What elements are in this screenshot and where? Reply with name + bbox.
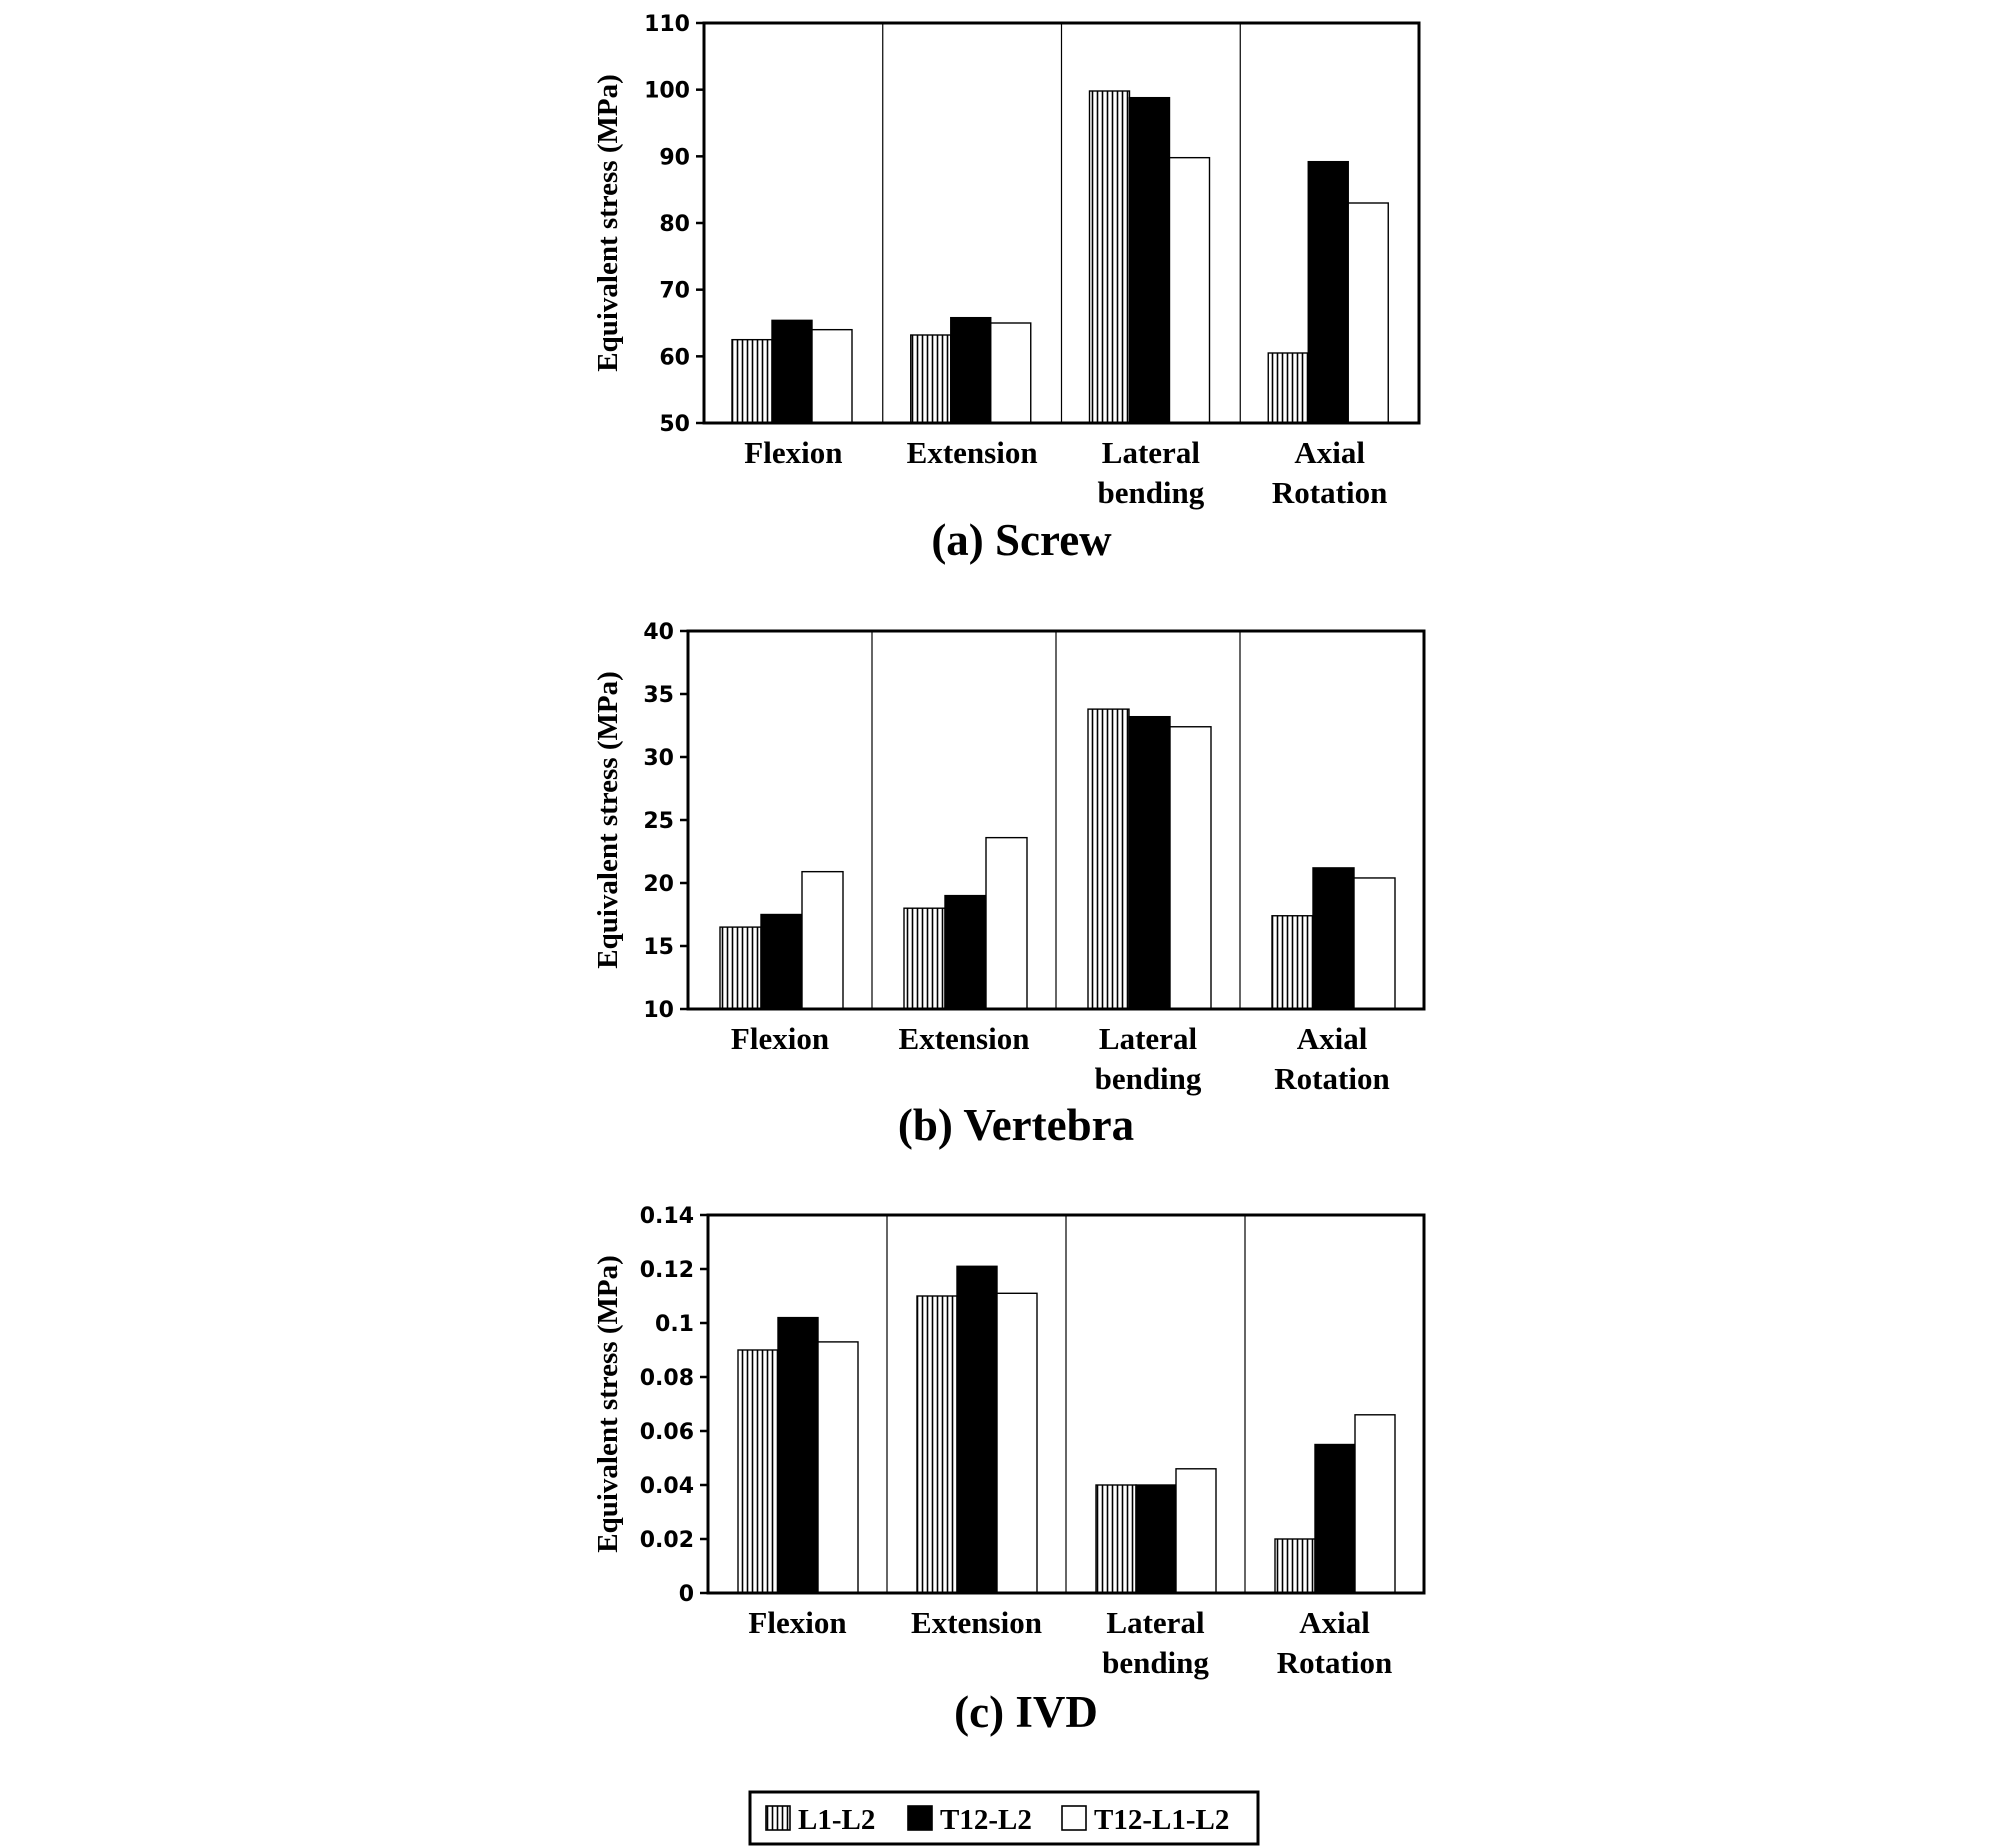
category-label: bending (1102, 1645, 1209, 1680)
y-tick-label: 100 (644, 79, 690, 104)
legend-swatch-l1-l2 (765, 1805, 791, 1831)
bar-t12-l2-axial-rotation (1307, 160, 1349, 424)
bar-t12-l1-l2-axial-rotation (1347, 202, 1389, 424)
category-label: Lateral (1106, 1605, 1205, 1640)
y-tick-label: 0.06 (640, 1420, 694, 1445)
bar-l1-l2-lateral-bending (1095, 1484, 1137, 1594)
bar-l1-l2-axial-rotation (1267, 352, 1309, 424)
y-tick-label: 10 (643, 998, 674, 1023)
bar-t12-l1-l2-lateral-bending (1168, 156, 1211, 424)
category-label: Flexion (748, 1605, 846, 1640)
category-label: Axial (1294, 435, 1365, 470)
bar-t12-l1-l2-extension (990, 322, 1032, 424)
y-tick-label: 0.04 (640, 1474, 694, 1499)
y-tick-label: 110 (644, 12, 690, 37)
bar-t12-l1-l2-axial-rotation (1354, 1414, 1396, 1594)
category-label: bending (1097, 475, 1204, 510)
chart-panel-1: 50 60 70 80 90 100 110 Equivalent stress (MPa) F… (592, 12, 1421, 565)
legend: L1-L2 T12-L2 T12-L1-L2 (748, 1790, 1260, 1846)
y-tick-label: 35 (643, 683, 674, 708)
category-label: Extension (907, 435, 1038, 470)
panel-caption: (b) Vertebra (898, 1100, 1134, 1150)
bar-t12-l2-extension (944, 894, 987, 1010)
bar-l1-l2-lateral-bending (1087, 708, 1130, 1010)
legend-swatch-t12-l1-l2 (1061, 1805, 1087, 1831)
bar-t12-l1-l2-flexion (811, 328, 853, 424)
category-label: Rotation (1274, 1061, 1389, 1096)
panel-caption: (c) IVD (954, 1687, 1098, 1737)
bar-t12-l2-flexion (777, 1316, 819, 1594)
category-label: Flexion (744, 435, 842, 470)
bar-l1-l2-extension (903, 907, 946, 1010)
bar-l1-l2-extension (916, 1295, 958, 1594)
y-axis-label: Equivalent stress (MPa) (592, 671, 624, 969)
category-label: Rotation (1272, 475, 1387, 510)
bar-t12-l2-lateral-bending (1128, 96, 1171, 424)
panel-caption: (a) Screw (931, 515, 1112, 565)
bar-t12-l1-l2-lateral-bending (1175, 1468, 1217, 1594)
category-label: Extension (899, 1021, 1030, 1056)
bar-t12-l1-l2-extension (985, 836, 1028, 1010)
chart-panel-3: 0 0.02 0.04 0.06 0.08 0.1 0.12 0.14 Equivalent s… (592, 1204, 1426, 1737)
chart-panel-2: 10 15 20 25 30 35 40 Equivalent stress (MPa) Fle… (592, 620, 1426, 1150)
bar-l1-l2-flexion (731, 338, 773, 424)
bar-l1-l2-axial-rotation (1271, 915, 1314, 1010)
y-tick-label: 30 (643, 746, 674, 771)
bar-l1-l2-flexion (719, 926, 762, 1010)
bar-t12-l2-axial-rotation (1312, 867, 1355, 1010)
bar-l1-l2-lateral-bending (1088, 90, 1131, 424)
bar-l1-l2-flexion (737, 1349, 779, 1594)
legend-label-t12-l2: T12-L2 (940, 1804, 1032, 1836)
category-label: Lateral (1102, 435, 1201, 470)
y-tick-label: 40 (643, 620, 674, 645)
bar-t12-l2-flexion (771, 319, 813, 424)
bar-l1-l2-axial-rotation (1274, 1538, 1316, 1594)
category-label: Axial (1299, 1605, 1370, 1640)
bar-l1-l2-extension (910, 334, 952, 424)
bar-t12-l2-extension (950, 316, 992, 424)
y-tick-label: 60 (659, 345, 690, 370)
legend-box (748, 1790, 1260, 1846)
y-tick-label: 80 (659, 212, 690, 237)
y-tick-label: 0.12 (640, 1258, 694, 1283)
bar-t12-l2-lateral-bending (1128, 715, 1171, 1010)
y-tick-label: 20 (643, 872, 674, 897)
category-label: Rotation (1277, 1645, 1392, 1680)
y-tick-label: 0.1 (655, 1312, 694, 1337)
legend-label-l1-l2: L1-L2 (798, 1804, 875, 1836)
y-tick-label: 0.14 (640, 1204, 694, 1229)
y-tick-label: 70 (659, 279, 690, 304)
y-axis-label: Equivalent stress (MPa) (592, 1255, 624, 1553)
y-tick-label: 0 (679, 1582, 694, 1607)
bar-t12-l2-extension (956, 1265, 998, 1594)
legend-swatch-t12-l2 (907, 1805, 933, 1831)
bar-t12-l2-flexion (760, 913, 803, 1010)
y-tick-label: 0.08 (640, 1366, 694, 1391)
plot-frame (706, 1213, 1426, 1595)
y-tick-label: 90 (659, 145, 690, 170)
category-label: Axial (1297, 1021, 1368, 1056)
bar-t12-l1-l2-flexion (801, 870, 844, 1010)
bar-t12-l1-l2-flexion (817, 1341, 859, 1594)
bar-t12-l1-l2-lateral-bending (1169, 726, 1212, 1010)
category-label: Extension (911, 1605, 1042, 1640)
bar-t12-l1-l2-axial-rotation (1353, 877, 1396, 1010)
y-tick-label: 0.02 (640, 1528, 694, 1553)
category-label: Lateral (1099, 1021, 1198, 1056)
y-tick-label: 15 (643, 935, 674, 960)
bar-t12-l2-lateral-bending (1135, 1484, 1177, 1594)
bar-t12-l1-l2-extension (996, 1292, 1038, 1594)
legend-label-t12-l1-l2: T12-L1-L2 (1094, 1804, 1229, 1836)
bar-t12-l2-axial-rotation (1314, 1443, 1356, 1594)
category-label: Flexion (731, 1021, 829, 1056)
y-tick-label: 50 (659, 412, 690, 437)
y-axis-label: Equivalent stress (MPa) (592, 74, 624, 372)
category-label: bending (1095, 1061, 1202, 1096)
y-tick-label: 25 (643, 809, 674, 834)
